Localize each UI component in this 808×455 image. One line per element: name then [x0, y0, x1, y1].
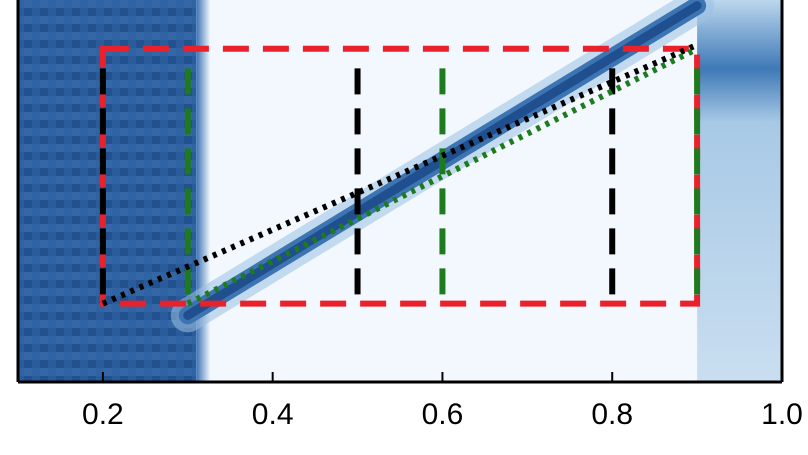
x-axis-ticks: 0.2 0.4 0.6 0.8 1.0	[82, 372, 803, 431]
region-dark-band-left	[18, 0, 197, 382]
overlay-lines	[99, 42, 701, 307]
x-tick-label: 1.0	[761, 398, 803, 431]
x-tick-label: 0.2	[82, 398, 124, 431]
region-mixed-right	[697, 0, 782, 382]
x-tick-label: 0.8	[591, 398, 633, 431]
x-tick-label: 0.4	[252, 398, 294, 431]
x-tick-label: 0.6	[422, 398, 464, 431]
plot-area	[18, 0, 782, 382]
overlay-diag-black	[101, 42, 699, 307]
overlay-rect-red	[99, 45, 701, 307]
axes	[16, 0, 784, 384]
